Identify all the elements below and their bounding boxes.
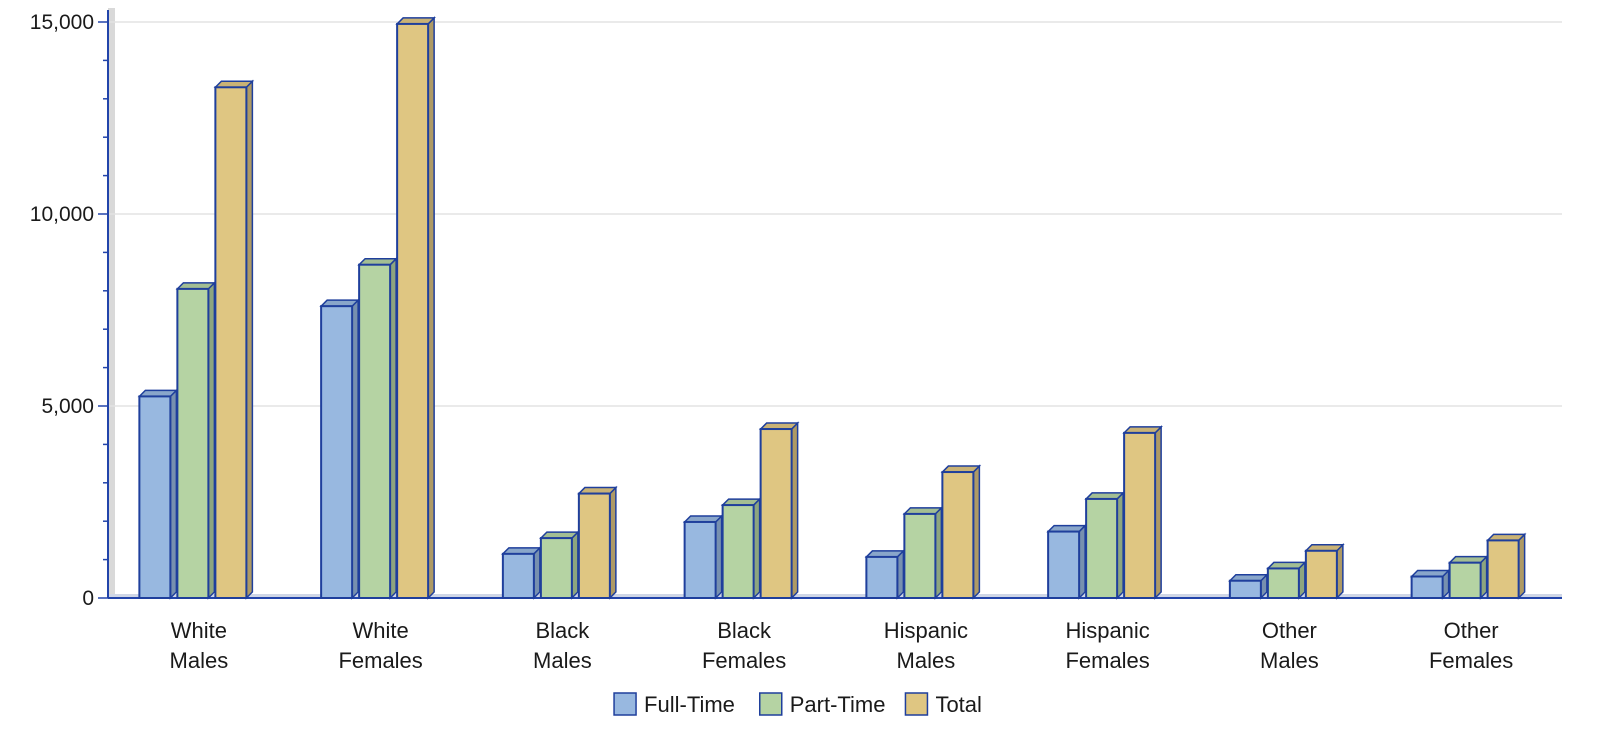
bar-front [941,471,975,600]
bar-front [1486,539,1520,600]
bar-front [1304,549,1338,600]
legend-swatch [613,692,637,716]
x-tick-label: Females [1429,648,1513,673]
bar-front [539,537,573,600]
x-tick-label: Black [717,618,772,643]
x-tick-label: Black [535,618,590,643]
bar-front [1085,497,1119,600]
y-tick-label: 0 [82,587,94,610]
bar-front [1123,431,1157,599]
bar-front [358,263,392,599]
floor [108,594,1562,598]
bar [1266,560,1307,600]
bar [1447,554,1489,600]
bar-front [1047,530,1081,599]
bar [1409,568,1451,600]
bar [501,546,542,600]
legend-item: Full-Time [613,692,735,717]
legend: Full-Time Part-Time Total [613,692,982,717]
bar [137,388,179,600]
bar [1084,491,1125,600]
bar [720,497,762,600]
x-tick-label: Males [1260,648,1319,673]
x-tick-label: Females [1065,648,1149,673]
bar-front [138,395,172,599]
y-tick-label: 15,000 [30,11,94,34]
bar [902,506,944,600]
bar [213,79,255,600]
bar-front [1266,567,1300,600]
bar [682,514,724,600]
bar [940,464,982,600]
x-tick-label: Hispanic [884,618,968,643]
x-tick-label: White [171,618,227,643]
bar [175,281,217,600]
y-tick-label: 5,000 [41,395,94,418]
legend-label: Total [935,692,981,717]
bar [864,549,906,600]
bar-front [721,504,755,599]
x-tick-label: Other [1444,618,1499,643]
legend-label: Part-Time [790,692,886,717]
legend-item: Part-Time [759,692,886,717]
bar [577,485,618,600]
bar-front [1410,575,1444,599]
legend-swatch [904,692,929,716]
x-tick-label: Females [702,648,786,673]
bar-front [396,22,430,600]
bar-front [903,512,937,599]
bar [319,298,360,600]
bar [1485,532,1527,600]
x-tick-label: Males [533,648,592,673]
bar [758,421,800,600]
x-tick-label: Hispanic [1065,618,1149,643]
bar-front [577,492,611,599]
x-tick-label: Males [170,648,229,673]
bar-front [176,287,210,599]
bar [1228,572,1269,600]
bar [357,256,398,600]
bar-front [214,86,248,599]
bar-front [1228,579,1262,599]
bar [1046,523,1087,600]
bar [1122,425,1163,600]
y-tick-label: 10,000 [30,203,94,226]
bar-front [501,552,535,600]
bar-front [865,555,899,599]
bar [395,16,436,600]
bar-front [759,428,793,600]
x-tick-label: White [353,618,409,643]
bar-front [320,305,354,599]
x-tick-label: Females [338,648,422,673]
bar [1304,542,1345,600]
bar-front [683,520,717,600]
legend-item: Total [904,692,982,717]
back-wall [108,8,115,598]
x-tick-label: Other [1262,618,1317,643]
x-tick-label: Males [897,648,956,673]
legend-label: Full-Time [644,692,735,717]
bar-front [1448,561,1482,599]
bar [539,530,580,600]
legend-swatch [759,692,783,716]
